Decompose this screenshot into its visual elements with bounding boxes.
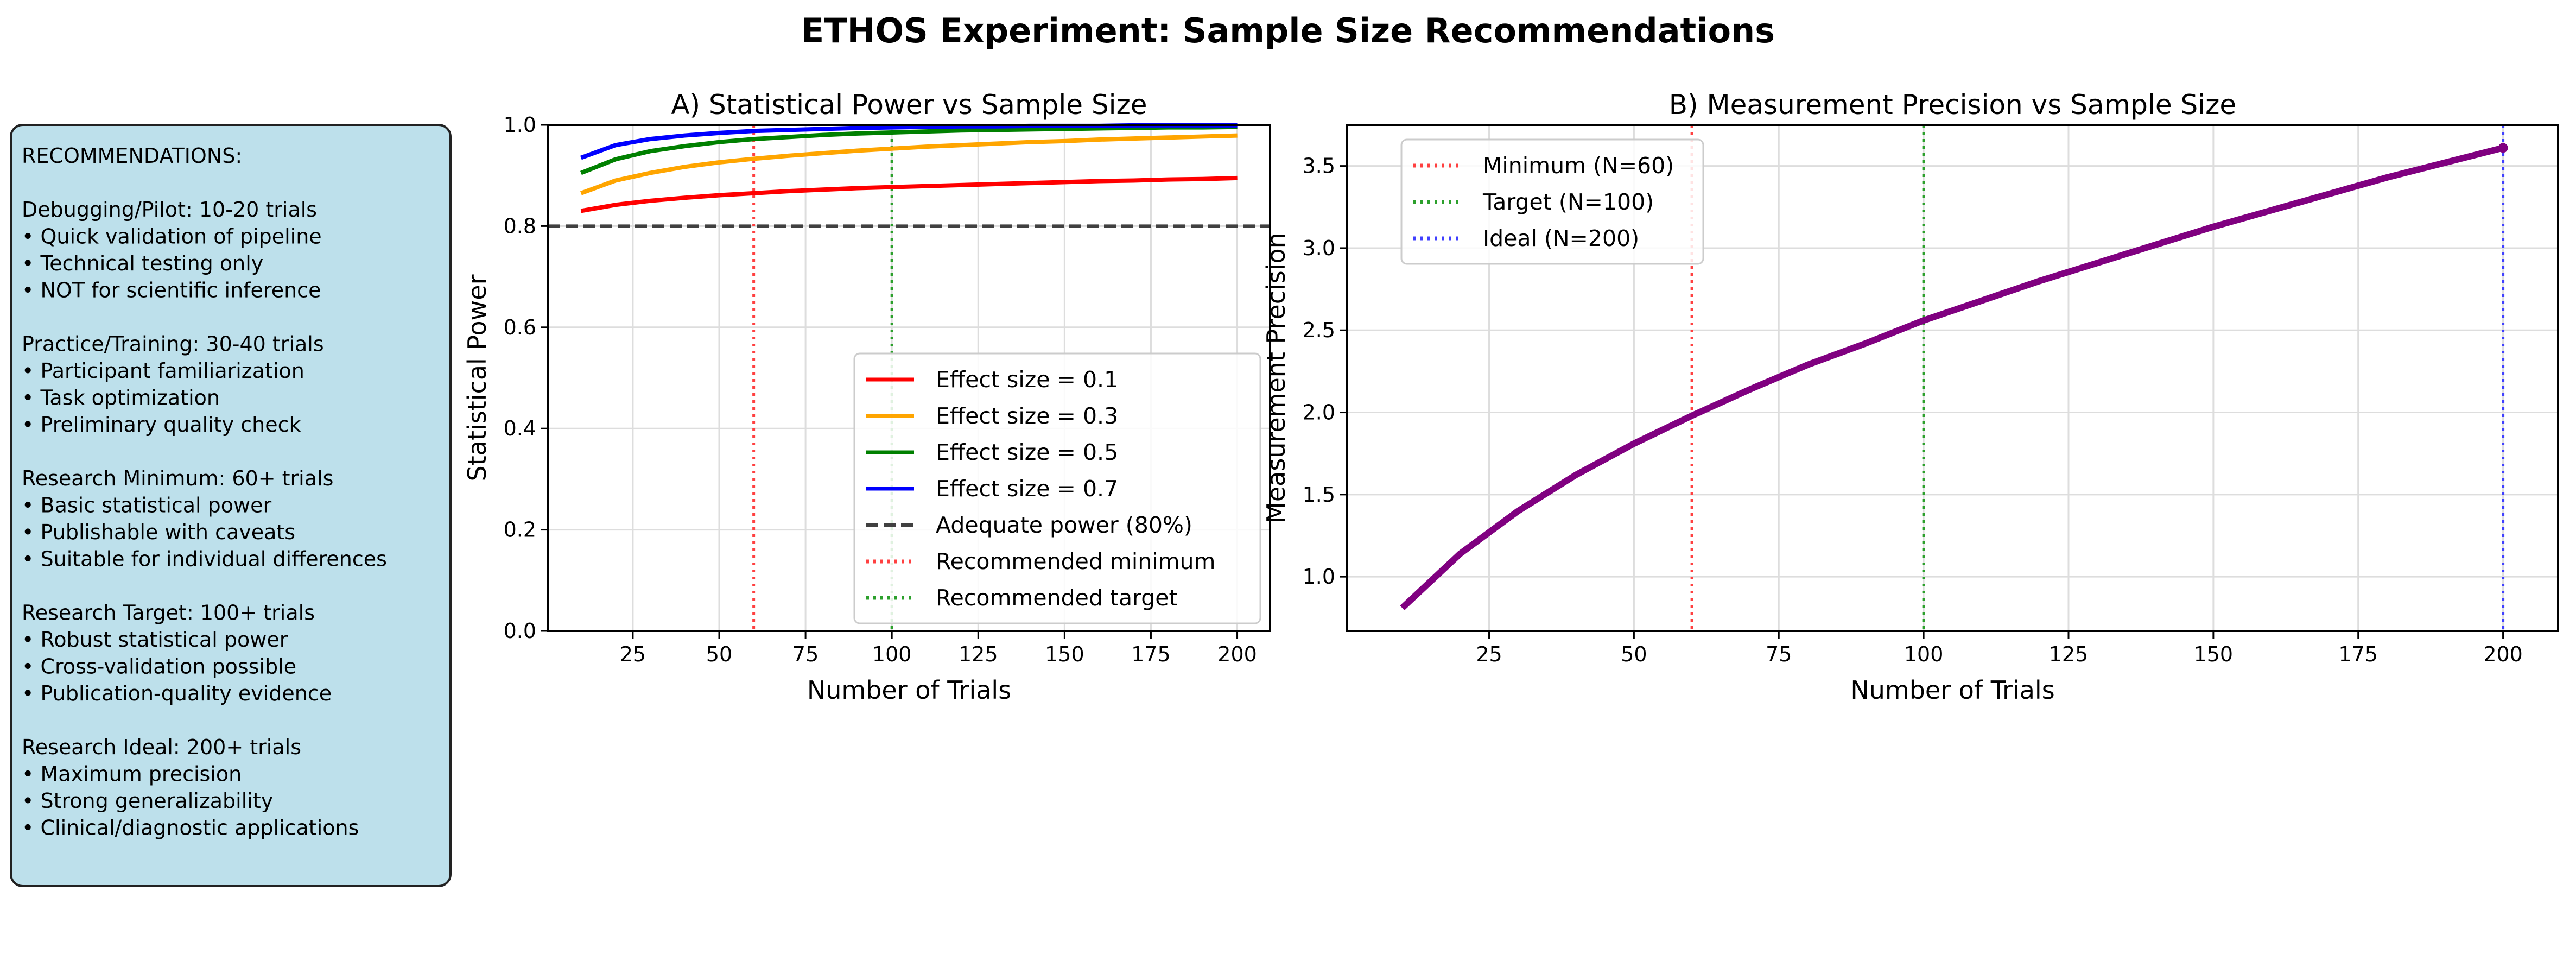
recommendations-line: • NOT for scientific inference (22, 279, 321, 302)
recommendations-line: Research Ideal: 200+ trials (22, 735, 301, 759)
x-tick-label: 125 (2049, 642, 2089, 666)
x-tick-label: 150 (2194, 642, 2234, 666)
legend-frame (1400, 138, 1704, 265)
y-tick-label: 0.4 (504, 416, 536, 440)
y-tick-label: 0.2 (504, 518, 536, 542)
recommendations-line: • Publishable with caveats (22, 520, 295, 544)
y-tick-label: 2.0 (1303, 401, 1335, 425)
x-tick-label: 25 (1476, 642, 1502, 666)
x-tick-label: 75 (1766, 642, 1792, 666)
legend-label: Ideal (N=200) (1483, 225, 1639, 251)
recommendations-line: • Technical testing only (22, 251, 263, 275)
recommendations-line: • Task optimization (22, 386, 220, 410)
chart-title: A) Statistical Power vs Sample Size (671, 89, 1147, 121)
legend-label: Adequate power (80%) (936, 512, 1192, 538)
legend-label: Effect size = 0.7 (936, 476, 1118, 502)
recommendations-line: • Participant familiarization (22, 359, 304, 383)
x-axis-label: Number of Trials (807, 675, 1011, 705)
series-line (580, 133, 1238, 195)
plot-frame (1346, 124, 2559, 632)
x-tick-label: 25 (620, 642, 646, 666)
y-tick-label: 0.8 (504, 214, 536, 238)
recommendations-line: • Publication-quality evidence (22, 681, 332, 705)
x-axis-label: Number of Trials (1850, 675, 2054, 705)
plot-frame (547, 124, 1271, 632)
x-tick-label: 50 (1621, 642, 1647, 666)
figure-title: ETHOS Experiment: Sample Size Recommenda… (801, 11, 1775, 50)
recommendations-line: RECOMMENDATIONS: (22, 144, 242, 168)
x-tick-label: 150 (1045, 642, 1084, 666)
x-tick-label: 200 (1217, 642, 1257, 666)
y-tick-label: 3.0 (1303, 236, 1335, 260)
series-line (580, 175, 1238, 213)
recommendations-box: RECOMMENDATIONS: Debugging/Pilot: 10-20 t… (10, 124, 452, 887)
chart-b: 25 50 75 100 125 150 175 200 1.0 1.5 2.0 2.5 3.0 3.5 B… (1261, 89, 2559, 705)
x-tick-label: 175 (1131, 642, 1171, 666)
x-tick-label: 50 (706, 642, 732, 666)
x-tick-label: 75 (792, 642, 819, 666)
legend: Minimum (N=60) Target (N=100) Ideal (N=200… (1400, 138, 1704, 265)
legend-label: Recommended minimum (936, 548, 1215, 574)
legend-label: Target (N=100) (1482, 189, 1654, 215)
x-tick-label: 200 (2483, 642, 2523, 666)
y-axis-label: Measurement Precision (1261, 232, 1291, 523)
y-axis-label: Statistical Power (462, 274, 492, 481)
series-line (1400, 144, 2504, 611)
recommendations-box-frame (10, 124, 452, 887)
y-tick-label: 0.0 (504, 619, 536, 643)
y-tick-label: 1.0 (1303, 565, 1335, 589)
legend-frame (853, 352, 1261, 624)
recommendations-line: • Maximum precision (22, 762, 242, 786)
x-tick-label: 125 (959, 642, 998, 666)
recommendations-line: • Cross-validation possible (22, 655, 296, 679)
recommendations-line: • Robust statistical power (22, 628, 288, 652)
recommendations-line: • Clinical/diagnostic applications (22, 816, 359, 840)
recommendations-line: • Basic statistical power (22, 494, 272, 517)
legend-label: Minimum (N=60) (1483, 153, 1674, 179)
legend-label: Effect size = 0.5 (936, 439, 1118, 465)
x-tick-label: 100 (1904, 642, 1944, 666)
y-tick-label: 3.5 (1303, 154, 1335, 178)
recommendations-line: • Quick validation of pipeline (22, 225, 322, 249)
recommendations-line: Debugging/Pilot: 10-20 trials (22, 198, 317, 222)
x-tick-label: 175 (2338, 642, 2378, 666)
recommendations-line: • Suitable for individual differences (22, 547, 387, 571)
y-tick-label: 1.0 (504, 113, 536, 137)
series-endpoint-marker (2498, 143, 2508, 153)
chart-title: B) Measurement Precision vs Sample Size (1669, 89, 2236, 121)
legend-label: Effect size = 0.3 (936, 403, 1118, 429)
legend: Effect size = 0.1 Effect size = 0.3 Effect… (853, 352, 1261, 624)
legend-label: Recommended target (936, 585, 1178, 611)
recommendations-line: • Preliminary quality check (22, 413, 301, 437)
recommendations-line: Research Minimum: 60+ trials (22, 466, 333, 490)
x-tick-label: 100 (872, 642, 912, 666)
y-tick-label: 2.5 (1303, 318, 1335, 342)
recommendations-line: Practice/Training: 30-40 trials (22, 332, 324, 356)
legend-label: Effect size = 0.1 (936, 367, 1118, 393)
y-tick-label: 1.5 (1303, 483, 1335, 507)
recommendations-line: • Strong generalizability (22, 789, 273, 813)
series-line (580, 124, 1238, 175)
recommendations-line: Research Target: 100+ trials (22, 601, 315, 625)
chart-a: 25 50 75 100 125 150 175 200 0.0 0.2 0.4 0.6 0.8 1.0 A… (10, 89, 1271, 887)
y-tick-label: 0.6 (504, 315, 536, 339)
